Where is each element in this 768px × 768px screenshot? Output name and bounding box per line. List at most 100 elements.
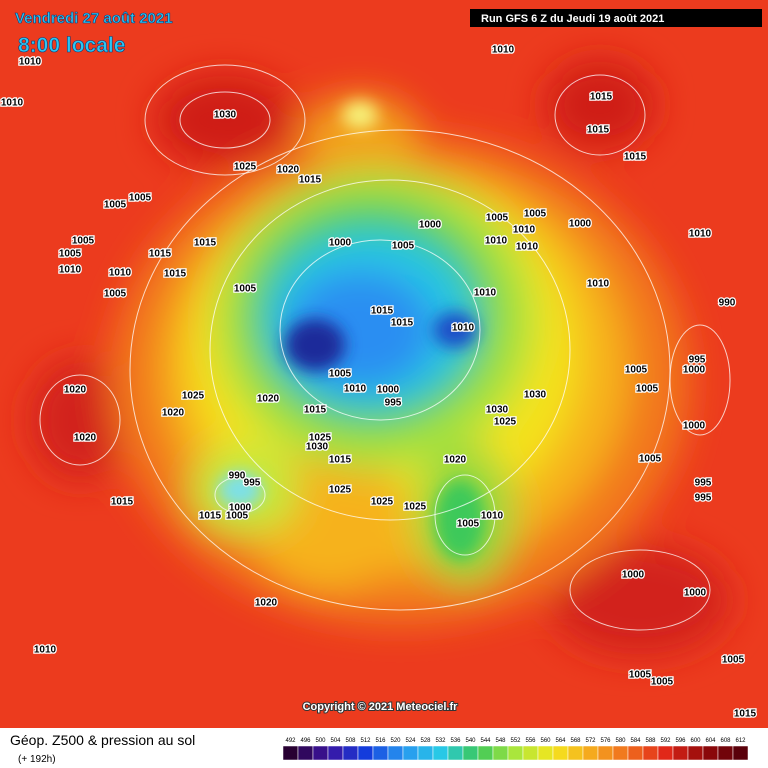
scale-swatch	[732, 745, 749, 761]
pressure-label: 1000	[229, 503, 252, 514]
pressure-label: 1005	[234, 284, 257, 295]
pressure-label: 1000	[377, 385, 400, 396]
pressure-label: 1015	[304, 405, 327, 416]
pressure-label: 1010	[513, 225, 536, 236]
scale-label: 580	[615, 738, 626, 744]
scale-label: 612	[735, 738, 746, 744]
scale-label: 556	[525, 738, 536, 744]
pressure-label: 1025	[371, 497, 394, 508]
scale-label: 568	[570, 738, 581, 744]
scale-swatch	[537, 745, 554, 761]
scale-swatch	[447, 745, 464, 761]
pressure-label: 1015	[391, 318, 414, 329]
pressure-label: 1015	[199, 511, 222, 522]
pressure-label: 1000	[683, 365, 706, 376]
scale-swatch	[477, 745, 494, 761]
scale-swatch	[312, 745, 329, 761]
pressure-label: 1030	[486, 405, 509, 416]
pressure-label: 1015	[734, 709, 757, 720]
scale-swatch	[612, 745, 629, 761]
scale-label: 500	[315, 738, 326, 744]
pressure-label: 1005	[486, 213, 509, 224]
pressure-label: 1000	[329, 238, 352, 249]
forecast-date: Vendredi 27 août 2021	[15, 10, 173, 27]
pressure-label: 1005	[636, 384, 659, 395]
scale-swatch	[402, 745, 419, 761]
pressure-label: 1025	[309, 433, 332, 444]
scale-swatch	[372, 745, 389, 761]
pressure-label: 1010	[59, 265, 82, 276]
scale-swatch	[327, 745, 344, 761]
pressure-label: 1015	[371, 306, 394, 317]
pressure-label: 1010	[452, 323, 475, 334]
run-info: Run GFS 6 Z du Jeudi 19 août 2021	[481, 13, 664, 25]
pressure-label: 1020	[444, 455, 467, 466]
pressure-label: 1005	[524, 209, 547, 220]
scale-swatch	[597, 745, 614, 761]
scale-label: 576	[600, 738, 611, 744]
scale-label: 560	[540, 738, 551, 744]
pressure-label: 1020	[74, 433, 97, 444]
scale-label: 564	[555, 738, 566, 744]
pressure-label: 1030	[306, 442, 329, 453]
scale-label: 592	[660, 738, 671, 744]
pressure-label: 1025	[234, 162, 257, 173]
run-box	[470, 9, 762, 27]
pressure-label: 1010	[1, 98, 24, 109]
scale-swatch	[507, 745, 524, 761]
pressure-label: 995	[244, 478, 261, 489]
pressure-label: 1025	[329, 485, 352, 496]
pressure-label: 1005	[625, 365, 648, 376]
scale-swatch	[417, 745, 434, 761]
pressure-label: 1010	[516, 242, 539, 253]
pressure-label: 1020	[277, 165, 300, 176]
scale-label: 604	[705, 738, 716, 744]
scale-label: 600	[690, 738, 701, 744]
scale-label: 584	[630, 738, 641, 744]
pressure-label: 995	[695, 478, 712, 489]
footer-title: Géop. Z500 & pression au sol	[10, 732, 195, 748]
pressure-label: 1025	[404, 502, 427, 513]
scale-swatch	[702, 745, 719, 761]
pressure-label: 1005	[392, 241, 415, 252]
scale-label: 496	[300, 738, 311, 744]
pressure-label: 1020	[257, 394, 280, 405]
pressure-label: 1010	[19, 57, 42, 68]
scale-swatch	[462, 745, 479, 761]
pressure-label: 1020	[64, 385, 87, 396]
pressure-label: 1010	[344, 384, 367, 395]
pressure-label: 990	[719, 298, 736, 309]
scale-swatch	[642, 745, 659, 761]
scale-swatch	[552, 745, 569, 761]
pressure-label: 1005	[104, 200, 127, 211]
scale-label: 548	[495, 738, 506, 744]
pressure-label: 1010	[689, 229, 712, 240]
scale-label: 528	[420, 738, 431, 744]
copyright: Copyright © 2021 Meteociel.fr	[303, 701, 459, 713]
pressure-label: 1005	[629, 670, 652, 681]
forecast-time: 8:00 locale	[18, 34, 125, 57]
pressure-label: 1020	[162, 408, 185, 419]
pressure-label: 1015	[164, 269, 187, 280]
pressure-label: 1005	[129, 193, 152, 204]
pressure-label: 1025	[494, 417, 517, 428]
pressure-label: 1000	[622, 570, 645, 581]
pressure-label: 1015	[299, 175, 322, 186]
pressure-label: 1015	[590, 92, 613, 103]
pressure-label: 1030	[524, 390, 547, 401]
pressure-label: 1005	[651, 677, 674, 688]
footer-lead: (+ 192h)	[18, 754, 56, 765]
scale-swatch	[387, 745, 404, 761]
pressure-label: 1000	[684, 588, 707, 599]
scale-swatch	[567, 745, 584, 761]
pressure-label: 1005	[104, 289, 127, 300]
scale-swatch	[687, 745, 704, 761]
pressure-label: 1030	[214, 110, 237, 121]
scale-label: 520	[390, 738, 401, 744]
scale-label: 552	[510, 738, 521, 744]
scale-label: 588	[645, 738, 656, 744]
pressure-label: 1010	[34, 645, 57, 656]
pressure-label: 1010	[481, 511, 504, 522]
